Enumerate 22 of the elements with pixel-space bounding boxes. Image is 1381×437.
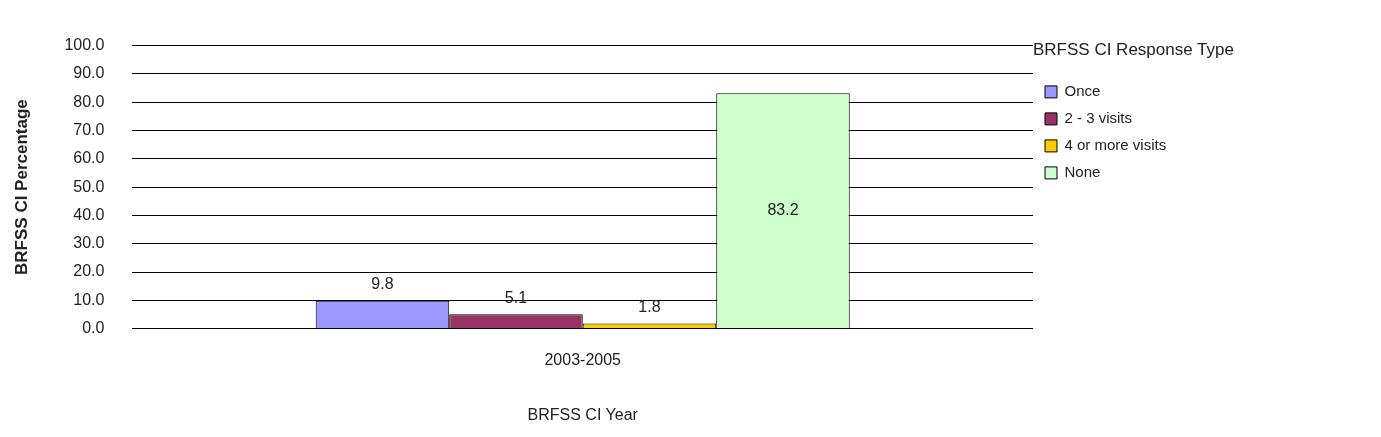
y-tick-label: 0.0 bbox=[82, 319, 105, 337]
y-tick-label: 70.0 bbox=[73, 120, 105, 138]
y-tick-label: 80.0 bbox=[73, 92, 105, 110]
legend-label: 2 - 3 visits bbox=[1064, 109, 1133, 127]
legend-label: None bbox=[1064, 163, 1101, 181]
y-tick-label: 50.0 bbox=[73, 177, 105, 195]
y-tick-label: 60.0 bbox=[73, 149, 105, 167]
y-tick-label: 30.0 bbox=[73, 234, 105, 252]
y-tick-label: 20.0 bbox=[73, 262, 105, 280]
x-axis-title: BRFSS CI Year bbox=[527, 405, 639, 423]
data-label: 9.8 bbox=[371, 275, 394, 293]
y-tick-label: 90.0 bbox=[73, 64, 105, 82]
y-tick-label: 40.0 bbox=[73, 205, 105, 223]
y-tick-label: 10.0 bbox=[73, 290, 105, 308]
legend-label: 4 or more visits bbox=[1064, 136, 1167, 154]
data-label: 83.2 bbox=[767, 201, 799, 219]
y-tick-label: 100.0 bbox=[64, 36, 105, 54]
legend-label: Once bbox=[1064, 82, 1101, 100]
x-tick-label: 2003-2005 bbox=[544, 350, 622, 368]
y-axis-title: BRFSS CI Percentage bbox=[11, 99, 31, 275]
data-label: 1.8 bbox=[638, 297, 661, 315]
legend-title: BRFSS CI Response Type bbox=[1033, 40, 1234, 60]
